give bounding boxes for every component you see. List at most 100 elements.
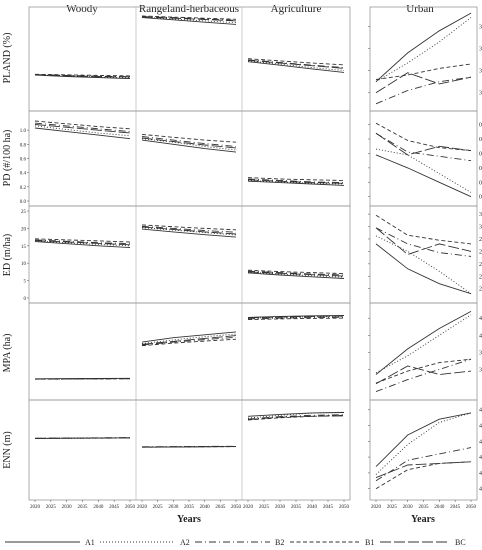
series-line-woody-bc xyxy=(34,74,131,78)
x-tick-label: 2030 xyxy=(168,505,179,510)
series-line-urban-bc xyxy=(375,227,472,256)
y-tick-label: 5 xyxy=(24,280,27,285)
y-tick-label: 2.2 xyxy=(479,274,482,280)
x-tick-label: 2040 xyxy=(200,505,211,510)
x-tick-label: 2020 xyxy=(137,505,148,510)
x-tick-label: 2040 xyxy=(93,505,104,510)
series-line-woody-a2 xyxy=(34,240,131,247)
series-line-agriculture-b2 xyxy=(247,316,345,320)
y-tick-label: 0.6 xyxy=(20,158,27,163)
row-label-enn: ENN (m) xyxy=(2,431,13,469)
y-tick-label: 34 xyxy=(479,69,482,75)
x-tick-label: 2040 xyxy=(434,505,445,510)
series-line-urban-a2 xyxy=(375,235,472,295)
series-line-urban-b1 xyxy=(375,461,472,490)
series-line-rangeland-herbaceous-b1 xyxy=(141,15,237,20)
x-tick-label: 2035 xyxy=(291,505,302,510)
y-tick-label: 470 xyxy=(479,439,482,445)
series-line-woody-bc xyxy=(34,437,131,439)
y-tick-label: 0.10 xyxy=(479,166,482,172)
series-line-agriculture-b2 xyxy=(247,270,345,276)
series-line-agriculture-bc xyxy=(247,59,345,69)
x-tick-label: 2045 xyxy=(323,505,334,510)
y-tick-label: 15 xyxy=(21,245,27,250)
x-tick-label: 2045 xyxy=(215,505,226,510)
series-line-agriculture-a2 xyxy=(247,180,345,185)
y-tick-label: 350 xyxy=(479,350,482,356)
series-line-woody-b1 xyxy=(34,238,131,243)
series-line-rangeland-herbaceous-a1 xyxy=(141,331,237,343)
x-axis-title-left: Years xyxy=(177,514,201,525)
series-line-agriculture-b1 xyxy=(247,269,345,275)
x-tick-label: 2035 xyxy=(184,505,195,510)
y-tick-label: 0.12 xyxy=(479,137,482,143)
series-line-rangeland-herbaceous-a1 xyxy=(141,139,237,153)
col-title-rangeland: Rangeland-herbaceous xyxy=(139,3,239,15)
series-line-urban-b1 xyxy=(375,358,472,384)
panel-frame-left-ed-m-ha xyxy=(28,205,351,304)
col-title-woody: Woody xyxy=(66,3,98,15)
legend-label-bc: BC xyxy=(455,538,466,547)
series-line-urban-bc xyxy=(375,461,472,479)
x-tick-label: 2030 xyxy=(403,505,414,510)
y-tick-label: 2.4 xyxy=(479,262,482,268)
series-line-rangeland-herbaceous-b2 xyxy=(141,225,237,233)
y-tick-label: 20 xyxy=(21,227,27,232)
series-line-agriculture-bc xyxy=(247,179,345,184)
series-line-agriculture-b1 xyxy=(247,177,345,181)
series-line-urban-b2 xyxy=(375,447,472,482)
series-line-agriculture-b2 xyxy=(247,178,345,184)
y-tick-label: 0.4 xyxy=(20,172,27,177)
series-line-woody-bc xyxy=(34,240,131,246)
series-line-rangeland-herbaceous-a2 xyxy=(141,16,237,24)
series-line-rangeland-herbaceous-a1 xyxy=(141,17,237,25)
series-line-rangeland-herbaceous-b2 xyxy=(141,336,237,346)
x-tick-label: 2025 xyxy=(387,505,398,510)
series-line-agriculture-a1 xyxy=(247,315,345,318)
series-line-woody-b1 xyxy=(34,120,131,130)
y-tick-label: 0.11 xyxy=(479,151,482,157)
legend: A1 A2 B2 B1 BC xyxy=(5,538,466,547)
series-line-urban-a2 xyxy=(375,314,472,374)
series-line-urban-a2 xyxy=(375,17,472,83)
y-tick-label: 10 xyxy=(21,262,27,267)
y-tick-label: 36 xyxy=(479,46,482,52)
series-line-agriculture-a1 xyxy=(247,61,345,73)
series-line-urban-a2 xyxy=(375,412,472,475)
series-line-rangeland-herbaceous-a2 xyxy=(141,333,237,344)
series-line-agriculture-bc xyxy=(247,415,345,421)
panel-frame-left-pland xyxy=(28,6,351,112)
series-line-agriculture-b2 xyxy=(247,59,345,69)
series-line-woody-b2 xyxy=(34,122,131,133)
series-line-woody-a2 xyxy=(34,125,131,137)
y-tick-label: 3.0 xyxy=(479,225,482,231)
series-line-woody-a1 xyxy=(34,241,131,248)
row-label-mpa: MPA (ha) xyxy=(2,334,13,373)
series-line-rangeland-herbaceous-a2 xyxy=(141,227,237,236)
series-line-urban-a1 xyxy=(375,412,472,467)
series-line-rangeland-herbaceous-bc xyxy=(141,335,237,345)
panel-frame-urban-pland xyxy=(369,6,478,112)
y-tick-label: 38 xyxy=(479,24,482,30)
x-tick-label: 2035 xyxy=(419,505,430,510)
panel-frame-urban-mpa-ha xyxy=(369,302,478,401)
y-tick-label: 0.08 xyxy=(479,195,482,201)
y-tick-label: 0 xyxy=(24,297,27,302)
series-line-woody-bc xyxy=(34,378,131,380)
series-line-rangeland-herbaceous-b1 xyxy=(141,224,237,231)
series-line-agriculture-a1 xyxy=(247,180,345,186)
x-tick-label: 2030 xyxy=(275,505,286,510)
x-tick-label: 2050 xyxy=(466,505,477,510)
y-tick-label: 440 xyxy=(479,487,482,493)
y-tick-label: 2.0 xyxy=(479,287,482,293)
series-line-rangeland-herbaceous-b1 xyxy=(141,133,237,143)
col-title-urban: Urban xyxy=(406,3,434,15)
series-line-urban-a1 xyxy=(375,243,472,295)
series-line-urban-b2 xyxy=(375,76,472,105)
series-line-urban-b1 xyxy=(375,122,472,152)
x-tick-label: 2025 xyxy=(153,505,164,510)
x-tick-label: 2020 xyxy=(30,505,41,510)
series-line-woody-b1 xyxy=(34,73,131,77)
series-line-agriculture-a2 xyxy=(247,271,345,278)
